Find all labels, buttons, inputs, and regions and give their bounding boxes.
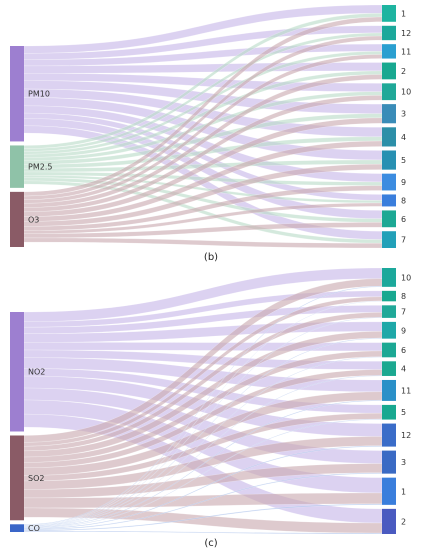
target-node-5 — [382, 150, 396, 170]
target-label-3: 3 — [401, 110, 406, 119]
target-node-8 — [382, 194, 396, 207]
link-O3-8 — [23, 202, 383, 234]
target-node-1 — [382, 477, 396, 505]
target-label-6: 6 — [401, 215, 406, 224]
target-label-4: 4 — [401, 133, 406, 142]
target-label-5: 5 — [401, 156, 406, 165]
link-CO-7 — [23, 317, 383, 526]
source-label-CO: CO — [28, 524, 40, 533]
target-label-8: 8 — [401, 292, 406, 301]
target-label-5: 5 — [401, 408, 406, 417]
target-node-7 — [382, 305, 396, 318]
panel-caption: (b) — [204, 252, 218, 263]
link-CO-3 — [23, 472, 383, 531]
link-CO-8 — [23, 300, 383, 526]
target-node-11 — [382, 44, 396, 59]
target-node-11 — [382, 379, 396, 401]
source-node-PM10 — [10, 46, 24, 142]
target-label-7: 7 — [401, 236, 406, 245]
source-label-SO2: SO2 — [28, 474, 44, 483]
link-NO2-6 — [23, 342, 383, 352]
panel-caption: (c) — [204, 538, 217, 549]
target-node-3 — [382, 450, 396, 474]
source-node-NO2 — [10, 312, 24, 432]
target-node-1 — [382, 5, 396, 22]
source-node-PM2.5 — [10, 145, 24, 188]
target-node-5 — [382, 404, 396, 420]
target-label-1: 1 — [401, 487, 406, 496]
target-node-6 — [382, 342, 396, 358]
target-label-10: 10 — [401, 273, 411, 282]
target-label-2: 2 — [401, 517, 406, 526]
link-O3-4 — [23, 140, 383, 222]
source-label-PM10: PM10 — [28, 90, 50, 99]
link-CO-6 — [23, 356, 383, 527]
source-label-O3: O3 — [28, 215, 39, 224]
target-label-6: 6 — [401, 346, 406, 355]
links — [23, 267, 383, 535]
source-node-O3 — [10, 191, 24, 247]
target-node-10 — [382, 268, 396, 287]
link-O3-6 — [23, 222, 383, 239]
link-O3-5 — [23, 163, 383, 227]
target-node-2 — [382, 62, 396, 80]
target-label-8: 8 — [401, 196, 406, 205]
target-label-12: 12 — [401, 431, 411, 440]
target-node-12 — [382, 423, 396, 447]
target-node-2 — [382, 508, 396, 534]
target-node-9 — [382, 321, 396, 339]
link-CO-1 — [23, 503, 383, 532]
target-label-9: 9 — [401, 178, 406, 187]
target-label-12: 12 — [401, 29, 411, 38]
target-label-4: 4 — [401, 365, 406, 374]
target-node-8 — [382, 290, 396, 302]
target-node-4 — [382, 127, 396, 147]
target-label-2: 2 — [401, 67, 406, 76]
target-node-3 — [382, 104, 396, 124]
link-O3-12 — [23, 35, 383, 200]
target-node-6 — [382, 210, 396, 228]
links — [23, 4, 383, 249]
link-O3-9 — [23, 185, 383, 231]
link-CO-12 — [23, 445, 383, 530]
target-node-10 — [382, 83, 396, 101]
target-label-3: 3 — [401, 458, 406, 467]
link-CO-9 — [23, 337, 383, 527]
target-node-7 — [382, 231, 396, 248]
source-label-PM2.5: PM2.5 — [28, 163, 52, 172]
target-label-11: 11 — [401, 386, 411, 395]
link-CO-11 — [23, 399, 383, 529]
target-node-9 — [382, 173, 396, 191]
target-node-12 — [382, 25, 396, 41]
source-label-NO2: NO2 — [28, 368, 45, 377]
source-node-CO — [10, 524, 24, 532]
source-node-SO2 — [10, 435, 24, 521]
target-label-10: 10 — [401, 88, 411, 97]
target-label-7: 7 — [401, 308, 406, 317]
target-label-11: 11 — [401, 47, 411, 56]
target-node-4 — [382, 361, 396, 376]
target-label-9: 9 — [401, 326, 406, 335]
target-label-1: 1 — [401, 9, 406, 18]
